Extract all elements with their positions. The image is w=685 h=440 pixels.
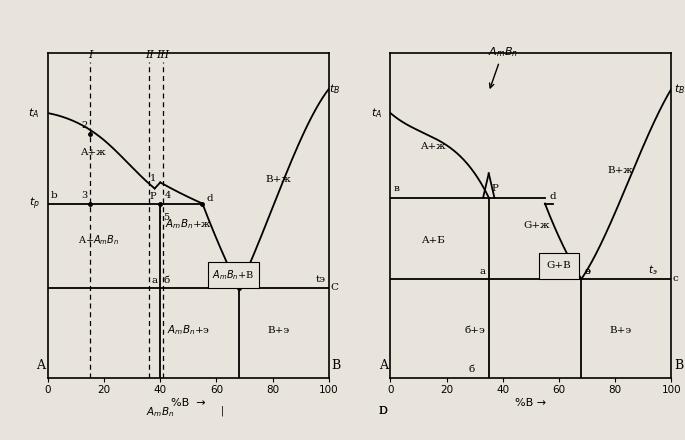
Text: G+ж: G+ж (523, 220, 550, 230)
Text: B+ж: B+ж (608, 166, 634, 176)
Text: б: б (469, 365, 475, 374)
Text: B: B (674, 359, 684, 372)
Text: e: e (242, 276, 248, 286)
Text: 1: 1 (150, 174, 156, 183)
Text: P: P (149, 192, 156, 201)
Text: б: б (163, 276, 169, 286)
Text: A+$A_mB_n$: A+$A_mB_n$ (78, 233, 119, 246)
Text: A+ж: A+ж (80, 148, 105, 158)
Text: d: d (549, 192, 556, 201)
Text: B+э: B+э (610, 326, 632, 335)
Text: B+э: B+э (267, 326, 289, 335)
Text: $t_B$: $t_B$ (329, 82, 340, 96)
Text: D: D (379, 406, 388, 415)
Text: $A_mB_n$+ж: $A_mB_n$+ж (165, 218, 212, 231)
Text: tэ: tэ (316, 275, 326, 284)
Text: A+Б: A+Б (421, 236, 445, 245)
Text: 2: 2 (81, 121, 87, 130)
Text: e: e (584, 268, 590, 276)
Text: I: I (88, 50, 92, 60)
X-axis label: %В →: %В → (515, 398, 547, 408)
Text: A: A (379, 359, 388, 372)
Text: $t_B$: $t_B$ (674, 82, 685, 96)
Text: б+э: б+э (464, 326, 485, 335)
Text: $t_A$: $t_A$ (28, 106, 40, 120)
Text: III: III (157, 50, 170, 60)
Text: $A_mB_n$: $A_mB_n$ (488, 45, 518, 88)
Text: C: C (330, 283, 338, 293)
Text: B: B (332, 359, 341, 372)
Text: II: II (145, 50, 153, 60)
Text: э: э (242, 276, 247, 286)
Text: a: a (151, 276, 158, 286)
Text: b: b (51, 191, 58, 199)
Text: G+B: G+B (547, 261, 571, 271)
Text: 5: 5 (163, 213, 169, 222)
Text: $t_A$: $t_A$ (371, 106, 382, 120)
Text: $A_mB_n$: $A_mB_n$ (146, 406, 175, 419)
Text: 3: 3 (81, 191, 87, 199)
FancyBboxPatch shape (208, 262, 259, 288)
Text: P: P (492, 184, 499, 194)
X-axis label: %В  →: %В → (171, 398, 206, 408)
Text: A: A (36, 359, 45, 372)
Text: $t_р$: $t_р$ (29, 195, 40, 212)
Text: $t_э$: $t_э$ (647, 263, 657, 277)
Text: э: э (584, 268, 590, 276)
Text: D: D (379, 406, 388, 415)
Text: 4: 4 (164, 191, 171, 199)
FancyBboxPatch shape (539, 253, 579, 279)
Text: $A_mB_n$+э: $A_mB_n$+э (167, 323, 210, 337)
Text: c: c (673, 275, 678, 283)
Text: B+ж: B+ж (265, 176, 291, 184)
Text: d: d (207, 194, 213, 202)
Text: A+ж: A+ж (420, 142, 445, 151)
Text: в: в (393, 184, 399, 194)
Text: a: a (479, 268, 486, 276)
Text: |: | (221, 406, 224, 416)
Text: $A_mB_n$+B: $A_mB_n$+B (212, 268, 254, 282)
